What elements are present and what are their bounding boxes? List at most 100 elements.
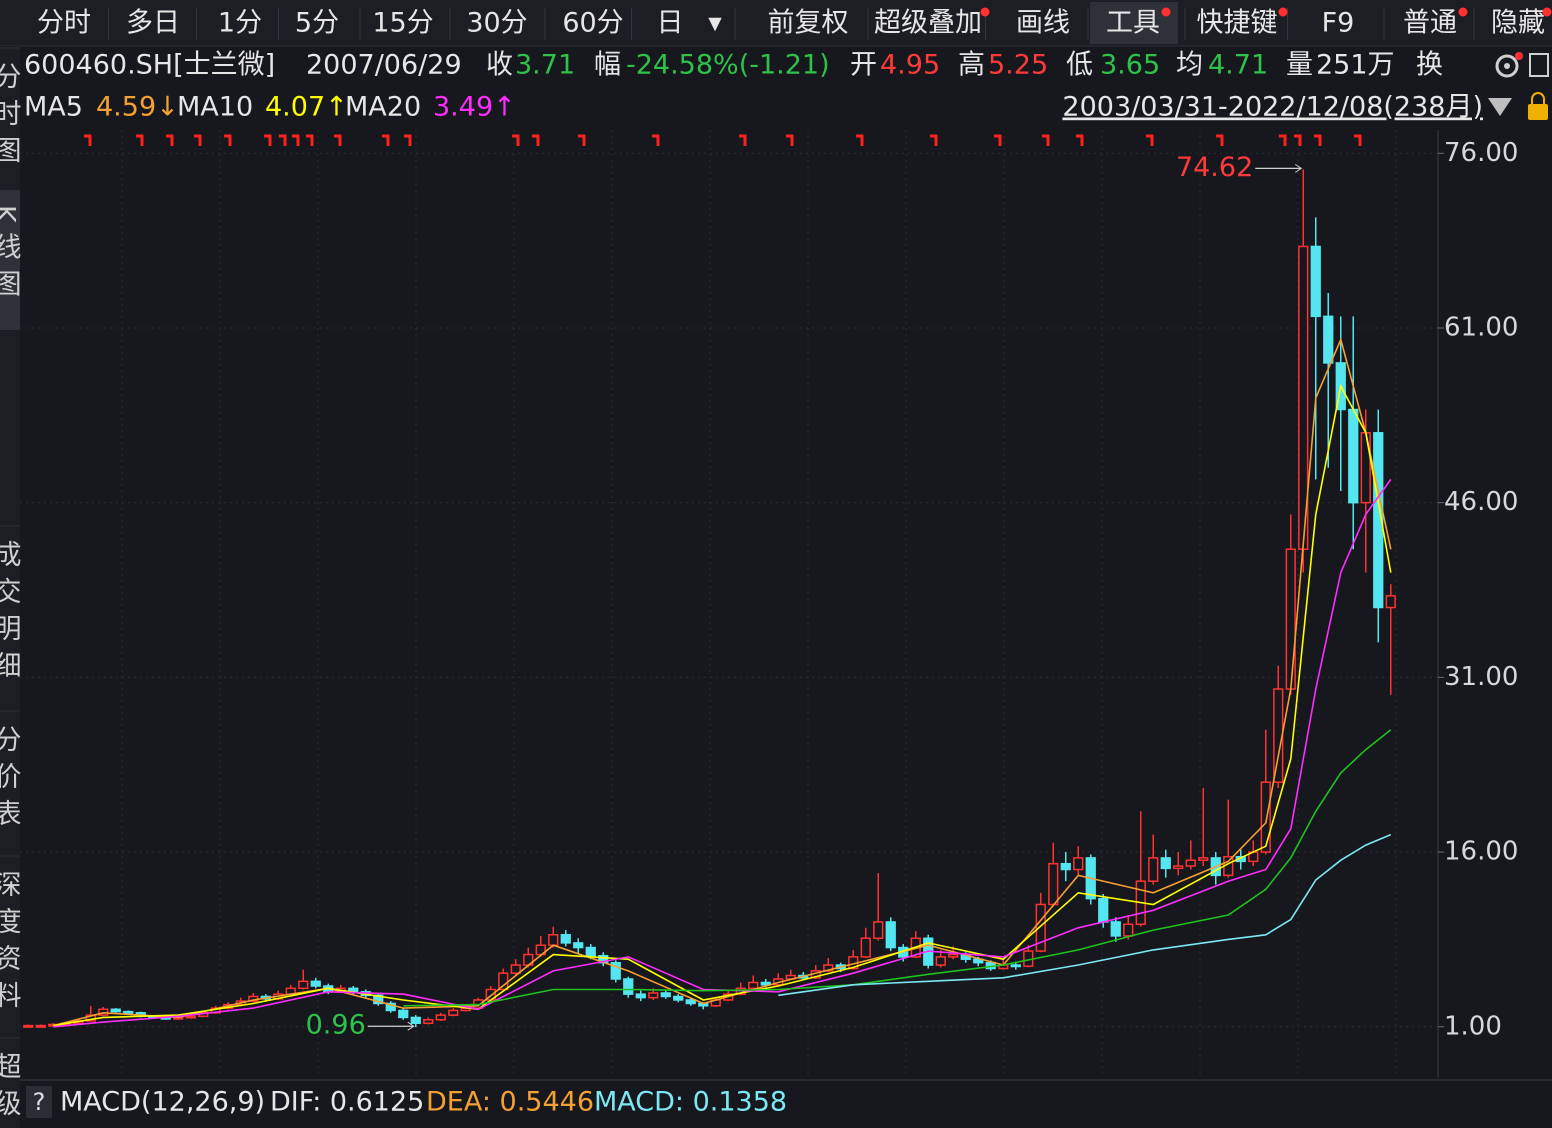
signal-marker [930,134,938,146]
info-label: 开 [850,50,877,81]
candle-body [1198,857,1209,861]
y-tick-label: 61.00 [1444,312,1518,342]
gear[interactable] [1495,54,1519,78]
toolbar-item[interactable]: 快捷键 [1197,8,1278,39]
toolbar-item[interactable]: 工具 [1106,8,1160,39]
toolbar-item[interactable]: 前复权 [768,8,849,39]
signal-marker [264,134,272,146]
annotation-label: 0.96 [306,1010,366,1041]
side-tab[interactable]: 分价表 [0,725,21,836]
annotation-arrowhead [1294,163,1303,173]
signal-marker [292,134,300,146]
side-tab[interactable]: 超级 [0,1052,21,1126]
toolbar-item[interactable]: 5分 [295,8,339,39]
candle-body [573,942,584,949]
signal-marker [994,134,1002,146]
side-tab[interactable]: 分时图 [0,62,21,173]
candle-body [1073,857,1084,871]
info-label: 均 [1176,50,1203,81]
date-range[interactable]: 2003/03/31-2022/12/08(238月) [1062,92,1483,123]
candle-body [298,980,309,990]
candle-body [548,934,559,946]
candle-body [1310,245,1321,318]
toolbar-item[interactable]: F9 [1322,8,1355,39]
legend-value: 3.49↑ [433,92,516,123]
toolbar-item[interactable]: 60分 [562,8,623,39]
candle-body [585,946,596,957]
candle-body [398,1009,409,1019]
toolbar-item[interactable]: 日 [657,8,684,39]
notice-dot [1515,52,1523,60]
info-label: 量 [1286,50,1313,81]
candle-body [885,921,896,949]
signal-marker [1354,134,1362,146]
signal-marker [1294,134,1302,146]
candle-body [948,953,959,958]
lock-icon[interactable] [1528,104,1548,120]
toolbar-item[interactable]: 15分 [372,8,433,39]
candle-body [1385,595,1396,609]
macd-name: MACD(12,26,9) [60,1087,265,1118]
help-icon[interactable]: ? [33,1088,46,1116]
signal-marker [334,134,342,146]
signal-marker [306,134,314,146]
help-box[interactable] [26,1086,52,1118]
info-label: 高 [958,50,985,81]
macd-dea: DEA: 0.5446 [426,1087,594,1118]
info-value: 4.71 [1208,50,1268,81]
signal-marker [194,134,202,146]
signal-marker [136,134,144,146]
candle-body [673,995,684,1001]
toolbar-item[interactable]: 超级叠加 [874,8,982,39]
toolbar-item[interactable]: 画线 [1016,8,1070,39]
toolbar-item[interactable]: 隐藏 [1491,8,1545,39]
info-value: 3.65 [1100,50,1160,81]
candle-body [1123,923,1134,937]
export-icon[interactable] [1529,53,1549,77]
dropdown-icon[interactable]: ▾ [708,8,722,39]
candle-body [1185,859,1196,867]
notice-dot [1542,7,1552,17]
candle-body [1048,862,1059,906]
ma-line [778,833,1392,997]
signal-marker [532,134,540,146]
legend-name: MA10 [177,92,253,123]
candle-body [860,937,871,958]
candle-body [1060,862,1071,871]
info-value: 5.25 [988,50,1048,81]
notice-dot [1458,7,1468,17]
settings-icon[interactable] [1495,52,1549,78]
side-tab[interactable]: K线图 [0,205,21,307]
candle-body [23,1024,34,1028]
notice-dot [980,7,990,17]
turnover-label: 换 [1416,50,1443,81]
candle-body [1173,865,1184,870]
signal-marker [1042,134,1050,146]
side-tab[interactable]: 成交明细 [0,540,21,688]
signal-marker [578,134,586,146]
candle-body [1110,921,1121,937]
annotation-arrowhead [407,1021,415,1031]
candle-body [1285,548,1296,690]
toolbar-item[interactable]: 分时 [37,8,91,39]
toolbar-item[interactable]: 30分 [466,8,527,39]
candle-body [1010,964,1021,968]
signal-marker [279,134,287,146]
y-tick-label: 46.00 [1444,487,1518,517]
notice-dot [1278,7,1288,17]
candle-body [410,1016,421,1025]
signal-marker [224,134,232,146]
signal-marker [1279,134,1287,146]
range-dropdown[interactable] [1488,98,1512,116]
candle-body [760,981,771,986]
signal-marker [739,134,747,146]
side-tab[interactable]: 深度资料 [0,870,21,1018]
gear-center[interactable] [1504,63,1510,69]
candle-body [1035,903,1046,952]
candle-body [185,1015,196,1019]
toolbar-item[interactable]: 1分 [218,8,262,39]
candle-body [310,980,321,987]
legend-name: MA20 [345,92,421,123]
toolbar-item[interactable]: 多日 [126,8,180,39]
toolbar-item[interactable]: 普通 [1403,8,1457,39]
